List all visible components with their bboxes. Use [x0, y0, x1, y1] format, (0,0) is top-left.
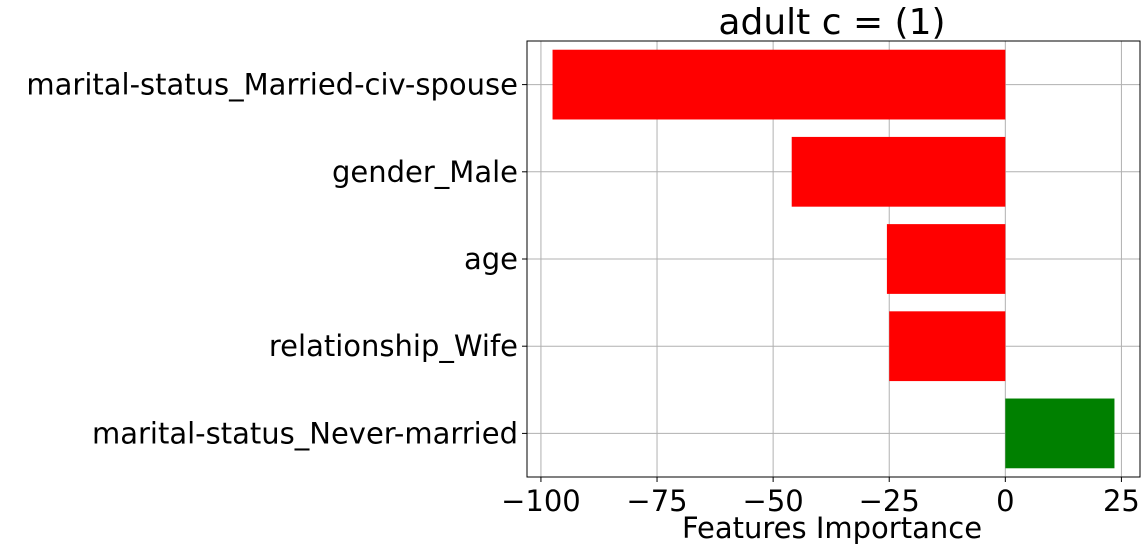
x-tick-label: −75 [626, 484, 687, 518]
bar [1005, 398, 1115, 469]
bar [889, 311, 1006, 382]
x-tick-label: −100 [501, 484, 581, 518]
bars [552, 49, 1115, 469]
x-tick-label: −25 [859, 484, 920, 518]
category-label: gender_Male [332, 155, 518, 189]
x-tick-label: 0 [996, 484, 1014, 518]
bar [791, 136, 1006, 207]
category-label: relationship_Wife [269, 329, 518, 363]
chart-title: adult c = (1) [718, 2, 945, 43]
x-tick-label: −50 [743, 484, 804, 518]
x-tick-label: 25 [1103, 484, 1140, 518]
category-label: marital-status_Married-civ-spouse [26, 68, 518, 102]
category-label: marital-status_Never-married [92, 416, 518, 450]
plot-frame [526, 40, 1141, 478]
category-labels: marital-status_Married-civ-spouse gender_… [26, 68, 527, 450]
category-label: age [464, 242, 518, 276]
x-axis-label: Features Importance [682, 511, 982, 545]
x-ticks: −100 −75 −50 −25 0 25 [501, 477, 1140, 518]
bar [886, 224, 1006, 294]
bar [552, 49, 1006, 120]
